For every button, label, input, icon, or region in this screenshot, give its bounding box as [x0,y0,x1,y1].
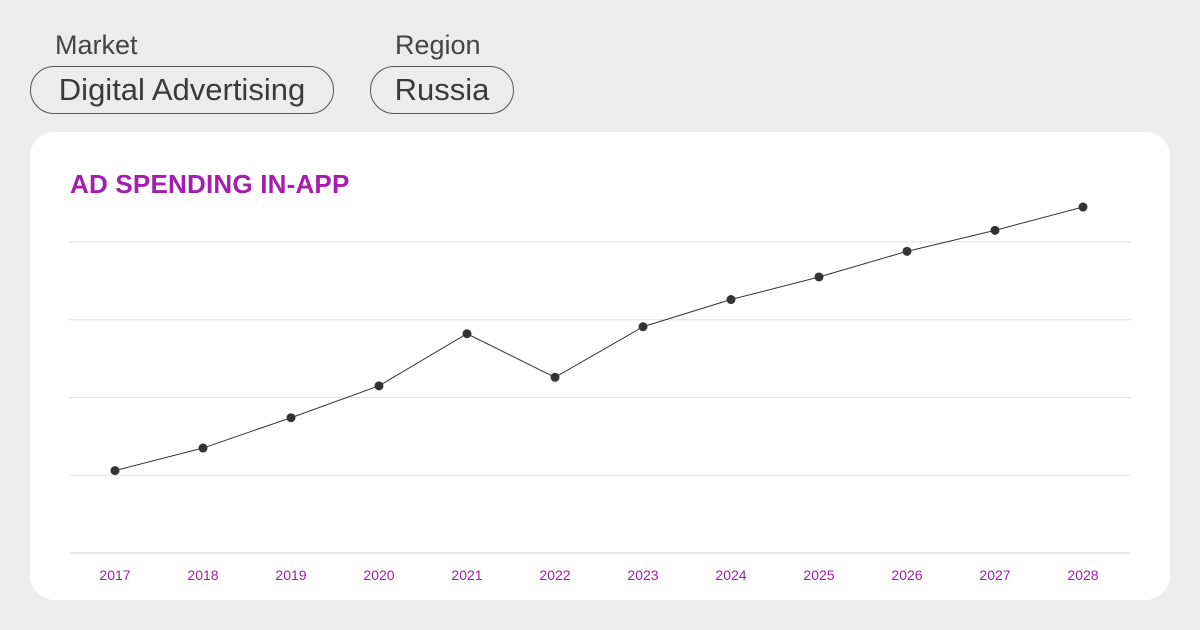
x-tick-label: 2022 [539,567,570,583]
data-point [374,381,384,391]
x-tick-label: 2017 [99,567,130,583]
x-tick-label: 2021 [451,567,482,583]
region-filter-value: Russia [394,72,490,107]
data-point [110,466,120,476]
x-tick-label: 2028 [1067,567,1098,583]
x-tick-label: 2020 [363,567,394,583]
chart-title: AD SPENDING IN-APP [70,169,350,199]
data-point [638,322,648,332]
chart-card: AD SPENDING IN-APP 2017 2018 2019 2020 2021 2… [30,132,1170,600]
data-point [902,246,912,256]
data-point [462,329,472,339]
region-filter-button[interactable]: Russia [370,66,514,114]
market-filter-value: Digital Advertising [58,72,306,107]
data-point [198,443,208,453]
x-tick-label: 2024 [715,567,746,583]
x-tick-label: 2025 [803,567,834,583]
x-tick-label: 2019 [275,567,306,583]
x-tick-label: 2018 [187,567,218,583]
data-point [814,272,824,282]
line-chart: 2017 2018 2019 2020 2021 2022 2023 2024 2025 2026… [69,202,1131,583]
data-point [550,372,560,382]
series-line [114,206,1084,472]
region-filter-label: Region [395,30,481,60]
market-filter-label: Market [55,30,138,60]
market-filter-button[interactable]: Digital Advertising [30,66,334,114]
x-tick-label: 2027 [979,567,1010,583]
x-tick-label: 2026 [891,567,922,583]
data-point [286,413,296,423]
data-point [990,225,1000,235]
data-point [726,295,736,305]
x-tick-label: 2023 [627,567,658,583]
data-point [1078,202,1088,212]
